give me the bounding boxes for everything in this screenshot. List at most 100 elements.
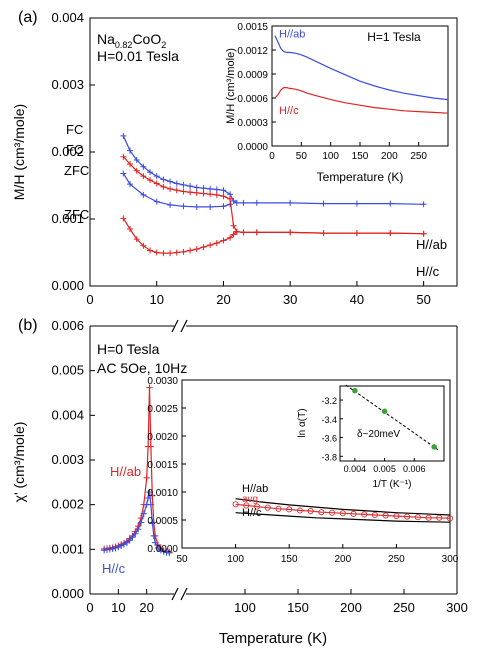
y-tick-label: 0.0030	[147, 376, 178, 387]
label-hab-b: H//ab	[110, 464, 141, 479]
panel-b-inset-series-1-point	[425, 514, 432, 521]
panel-a-series-2-point	[140, 173, 147, 180]
panel-b-inset-series-1-point	[436, 514, 443, 521]
panel-b-inset-series-1-line	[235, 503, 451, 519]
panel-a-series-0-point	[253, 199, 260, 206]
x-tick-label: 250	[393, 600, 415, 615]
panel-a-series-2-point	[193, 189, 200, 196]
fit-line	[345, 384, 439, 451]
panel-a-series-1-point	[120, 170, 127, 177]
x-tick-label: 50	[176, 554, 188, 565]
panel-a-label: (a)	[18, 9, 38, 26]
panel-a-series-3-point	[420, 230, 427, 237]
panel-a-compound: Na0.82CoO2	[97, 31, 166, 50]
y-tick-label: 0.0005	[147, 516, 178, 527]
y-tick-label: -3.2	[321, 396, 337, 406]
axis-break-mark	[180, 587, 188, 601]
panel-a-series-3-point	[140, 242, 147, 249]
label-avg-inset: avg.	[242, 494, 261, 505]
panel-b-series-1-point	[115, 543, 122, 551]
y-tick-label: 0.0015	[237, 22, 268, 33]
panel-b-series-1-point	[109, 545, 116, 553]
panel-b-series-1-point	[147, 501, 155, 508]
panel-a-series-3-point	[200, 244, 207, 251]
panel-a-series-3-point	[227, 234, 234, 241]
panel-a-series-3-point	[167, 250, 174, 257]
panel-a-series-2-point	[147, 177, 154, 184]
x-tick-label: 200	[381, 151, 398, 162]
panel-a-series-0-point	[220, 187, 227, 194]
x-tick-label: 250	[388, 554, 405, 565]
x-tick-label: 300	[446, 600, 468, 615]
panel-b-inset-series	[232, 498, 454, 523]
label-zfc-red: ZFC	[64, 207, 89, 222]
panel-a-inset-chart: H=1 Tesla Temperature (K) M/H (cm³/mole)…	[225, 22, 449, 184]
panel-a-series-2-point	[153, 180, 160, 187]
panel-b-inset-series-1-point	[318, 509, 325, 516]
panel-b-inner-xlabel: 1/T (K⁻¹)	[373, 479, 412, 490]
y-tick-label: 0.004	[51, 407, 84, 422]
panel-a-series-3-point	[207, 242, 214, 249]
x-tick-label: 20	[216, 292, 230, 307]
panel-a-series-2-line	[122, 156, 424, 235]
panel-a-series	[120, 132, 427, 257]
y-tick-label: 0.0015	[147, 460, 178, 471]
panel-b-axes: 0 10 20 100 150 200 250 300 0.000 0.001 0.002 0.003…	[51, 318, 467, 615]
label-zfc-blue: ZFC	[64, 163, 89, 178]
panel-b-inset-series-1-point	[286, 506, 293, 513]
x-tick-label: 100	[234, 600, 256, 615]
panel-a-series-2-point	[133, 167, 140, 174]
panel-a-series-1-point	[127, 181, 134, 188]
panel-a-series-0-point	[160, 176, 167, 183]
label-hc-b: H//c	[102, 561, 126, 576]
panel-a-inset-ylabel: M/H (cm³/mole)	[225, 48, 237, 124]
x-tick-label: 150	[287, 600, 309, 615]
panel-a-series-0-point	[213, 186, 220, 193]
panel-b-inset-series-1-point	[404, 513, 411, 520]
panel-b-inset-series-1-point	[296, 507, 303, 514]
panel-a-series-1-point	[167, 201, 174, 208]
panel-b-inset-series-2-line	[235, 512, 451, 523]
panel-b-inner-frame	[339, 385, 445, 462]
panel-a-series-2-point	[213, 191, 220, 198]
panel-a-series-0-point	[230, 197, 237, 204]
panel-a-series-3-point	[160, 250, 167, 257]
panel-a-series-0-point	[167, 178, 174, 185]
y-tick-label: 0.001	[51, 541, 84, 556]
panel-a-series-3-point	[287, 229, 294, 236]
panel-b-inset-series-1-point	[371, 511, 379, 519]
panel-b-inner-annotation: δ~20meV	[357, 429, 400, 440]
y-tick-label: 0.003	[51, 77, 84, 92]
panel-a-series-2-point	[167, 185, 174, 192]
y-tick-label: 0.0003	[237, 118, 268, 129]
panel-a-inset-title: H=1 Tesla	[367, 30, 421, 44]
axis-break-mark	[180, 319, 188, 333]
panel-a-inset-series-1-line	[274, 87, 449, 114]
panel-a-series-3-point	[240, 229, 247, 236]
y-tick-label: 0.0020	[147, 432, 178, 443]
panel-b-inset-series-1-point	[253, 503, 261, 510]
panel-a-series-2-point	[173, 187, 180, 194]
y-tick-label: -3.6	[321, 434, 337, 444]
panel-b-series-1-point	[149, 519, 156, 526]
panel-b-series-0-point	[146, 384, 153, 391]
inset-label-hc: H//c	[279, 105, 299, 117]
panel-b-inset-series-1-point	[414, 514, 421, 521]
panel-a-series-2-point	[220, 193, 227, 200]
panel-a-series-3-point	[230, 231, 237, 238]
panel-b-inset-series-1-point	[232, 501, 239, 508]
panel-b-series-0-point	[147, 443, 155, 450]
panel-a-series-1-point	[207, 203, 214, 210]
panel-a-series-0-point	[147, 169, 154, 176]
panel-b-series-0-point	[143, 474, 150, 482]
panel-b-xlabel: Temperature (K)	[219, 630, 327, 647]
panel-a-field: H=0.01 Tesla	[97, 48, 179, 64]
y-tick-label: 0.0000	[237, 142, 268, 153]
panel-a-series-3-point	[193, 246, 200, 253]
y-tick-label: -3.8	[321, 452, 337, 462]
y-tick-label: 0.0000	[147, 544, 178, 555]
label-hab-inset: H//ab	[242, 483, 268, 495]
panel-a-series-2-point	[227, 195, 234, 202]
y-tick-label: 0.003	[51, 452, 84, 467]
